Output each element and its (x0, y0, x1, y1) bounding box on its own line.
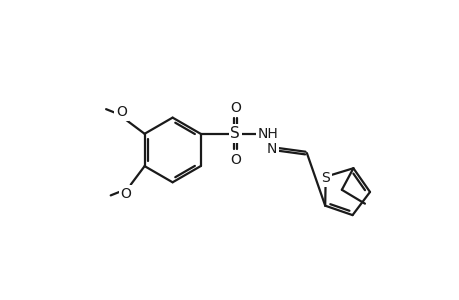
Text: O: O (230, 153, 240, 167)
Text: NH: NH (257, 127, 277, 141)
Text: S: S (230, 126, 240, 141)
Text: S: S (321, 171, 330, 185)
Text: O: O (116, 105, 127, 119)
Text: O: O (120, 187, 131, 201)
Text: N: N (267, 142, 277, 156)
Text: O: O (230, 100, 240, 115)
